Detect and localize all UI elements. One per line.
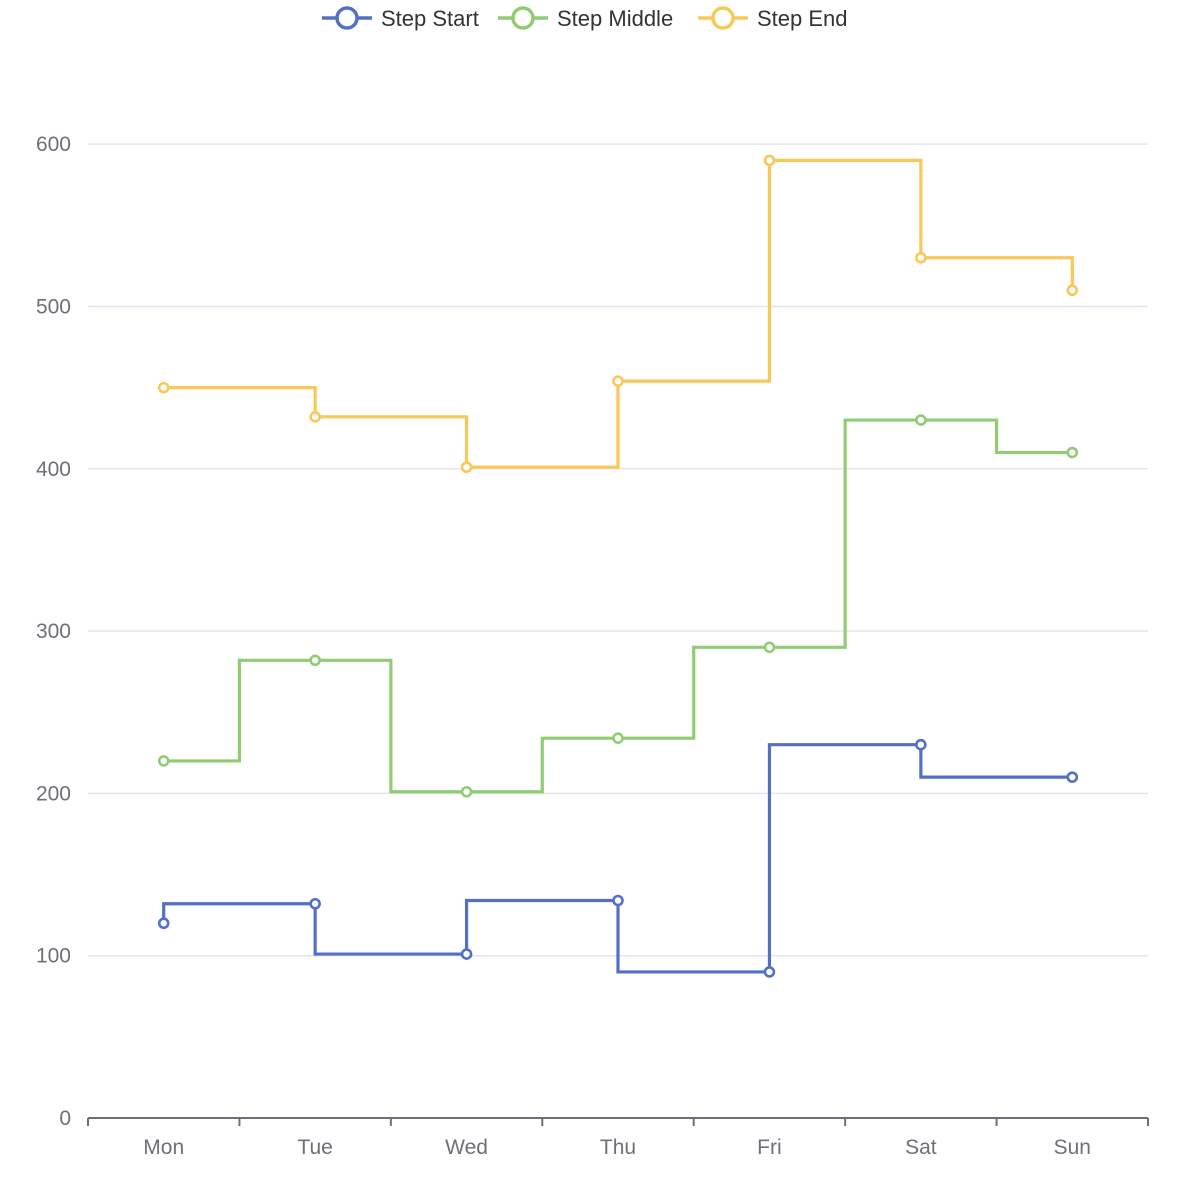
y-tick-label: 0 bbox=[59, 1107, 71, 1130]
data-point[interactable] bbox=[309, 897, 321, 910]
x-tick-label: Tue bbox=[297, 1136, 332, 1159]
series-line bbox=[162, 743, 1073, 974]
series-step-start bbox=[157, 738, 1079, 978]
data-point[interactable] bbox=[915, 414, 927, 426]
data-point[interactable] bbox=[1066, 284, 1079, 297]
data-point[interactable] bbox=[460, 948, 473, 960]
x-tick-label: Wed bbox=[445, 1136, 488, 1159]
y-tick-label: 600 bbox=[36, 133, 71, 156]
y-tick-label: 200 bbox=[36, 782, 71, 805]
data-point[interactable] bbox=[915, 738, 927, 751]
series-step-middle bbox=[157, 414, 1079, 798]
data-point[interactable] bbox=[309, 654, 321, 667]
data-point[interactable] bbox=[309, 411, 321, 423]
data-point[interactable] bbox=[612, 894, 624, 907]
y-tick-label: 500 bbox=[36, 295, 71, 318]
series-step-end bbox=[157, 154, 1079, 473]
y-tick-label: 300 bbox=[36, 620, 71, 643]
x-tick-label: Sun bbox=[1054, 1136, 1091, 1159]
grid bbox=[88, 143, 1148, 957]
legend-label: Step Start bbox=[381, 6, 479, 31]
legend-marker-icon bbox=[711, 6, 735, 30]
legend-item-step-start[interactable]: Step Start bbox=[322, 6, 479, 31]
x-tick-label: Fri bbox=[757, 1136, 782, 1159]
legend-marker-icon bbox=[511, 6, 535, 30]
legend-marker-icon bbox=[335, 6, 359, 30]
data-point[interactable] bbox=[460, 461, 473, 473]
legend-label: Step Middle bbox=[557, 6, 673, 31]
y-tick-label: 100 bbox=[36, 945, 71, 968]
legend-item-step-middle[interactable]: Step Middle bbox=[498, 6, 673, 31]
x-tick-label: Thu bbox=[600, 1136, 636, 1159]
data-point[interactable] bbox=[763, 966, 776, 978]
data-point[interactable] bbox=[915, 251, 927, 264]
x-tick-label: Mon bbox=[143, 1136, 184, 1159]
x-tick-label: Sat bbox=[905, 1136, 937, 1159]
data-point[interactable] bbox=[157, 755, 170, 767]
data-point[interactable] bbox=[460, 785, 473, 798]
y-tick-label: 400 bbox=[36, 458, 71, 481]
legend-label: Step End bbox=[757, 6, 848, 31]
axes: 0 100 200 300 400 500 600 Mon Tue Wed Thu Fri Sat Sun bbox=[36, 133, 1149, 1159]
legend-item-step-end[interactable]: Step End bbox=[698, 6, 848, 31]
data-point[interactable] bbox=[157, 381, 170, 394]
data-point[interactable] bbox=[612, 732, 624, 745]
data-point[interactable] bbox=[612, 375, 624, 387]
data-point[interactable] bbox=[763, 154, 776, 167]
data-point[interactable] bbox=[157, 917, 170, 930]
legend: Step Start Step Middle Step End bbox=[322, 6, 848, 31]
data-point[interactable] bbox=[1066, 771, 1079, 783]
data-point[interactable] bbox=[763, 641, 776, 654]
series-group bbox=[157, 154, 1079, 978]
data-point[interactable] bbox=[1066, 446, 1079, 459]
